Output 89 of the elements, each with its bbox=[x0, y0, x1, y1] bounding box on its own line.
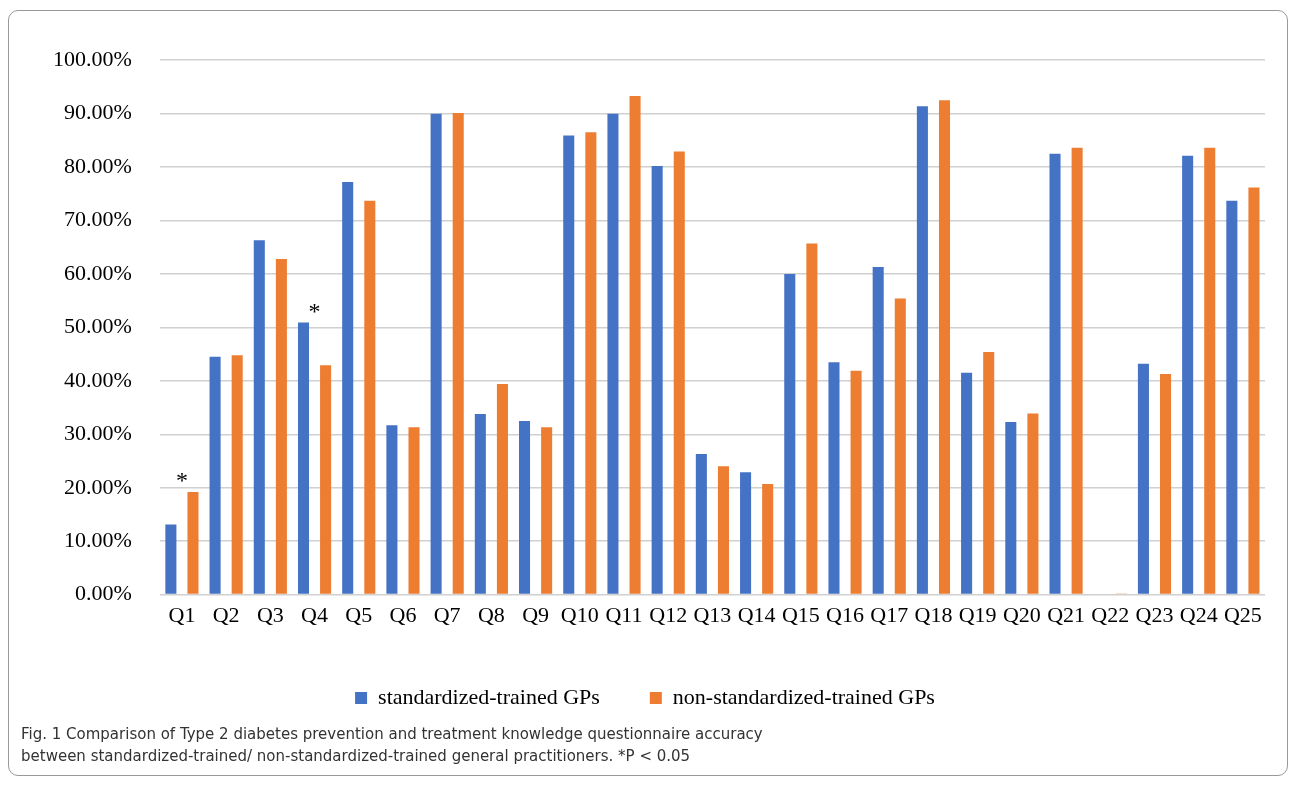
x-tick-label: Q4 bbox=[301, 601, 328, 627]
bar bbox=[297, 322, 310, 594]
x-tick-label: Q2 bbox=[212, 601, 240, 627]
y-tick-label: 70.00% bbox=[64, 206, 132, 232]
x-tick-label: Q8 bbox=[477, 601, 505, 627]
y-tick-label: 40.00% bbox=[64, 366, 132, 392]
bar bbox=[430, 113, 442, 594]
x-tick-label: Q24 bbox=[1179, 601, 1218, 627]
bar bbox=[1049, 153, 1061, 594]
bar bbox=[408, 427, 420, 594]
bar bbox=[364, 200, 376, 594]
x-tick-label: Q21 bbox=[1047, 601, 1086, 627]
x-tick-label: Q1 bbox=[168, 601, 196, 627]
bar bbox=[828, 362, 840, 594]
bar bbox=[165, 524, 177, 594]
x-tick-label: Q11 bbox=[605, 601, 643, 627]
y-tick-label: 90.00% bbox=[64, 99, 132, 125]
bar bbox=[496, 384, 508, 594]
bar bbox=[1248, 187, 1260, 594]
bar bbox=[938, 100, 951, 594]
bar bbox=[894, 298, 906, 594]
bar bbox=[717, 466, 729, 594]
bar bbox=[1137, 363, 1149, 594]
x-tick-label: Q5 bbox=[345, 601, 373, 627]
bar bbox=[563, 135, 575, 594]
x-tick-label: Q23 bbox=[1135, 601, 1174, 627]
bar bbox=[386, 425, 398, 594]
y-tick-label: 80.00% bbox=[64, 152, 132, 178]
bar bbox=[1005, 421, 1017, 594]
bar bbox=[1160, 373, 1172, 594]
bar bbox=[519, 420, 531, 594]
x-tick-label: Q16 bbox=[826, 601, 864, 627]
x-tick-label: Q22 bbox=[1091, 601, 1130, 627]
bar bbox=[342, 182, 354, 594]
bar bbox=[916, 106, 928, 594]
x-tick-label: Q25 bbox=[1223, 601, 1262, 627]
bar bbox=[695, 454, 707, 594]
bar bbox=[452, 113, 464, 594]
annotation: * bbox=[175, 467, 188, 493]
bar bbox=[872, 267, 884, 594]
x-tick-label: Q18 bbox=[914, 601, 953, 627]
bar bbox=[740, 472, 752, 594]
bar bbox=[320, 365, 332, 594]
x-tick-label: Q7 bbox=[433, 601, 461, 627]
x-tick-label: Q14 bbox=[737, 601, 776, 627]
y-tick-label: 100.00% bbox=[53, 45, 132, 71]
y-tick-label: 20.00% bbox=[64, 473, 132, 499]
y-tick-label: 0.00% bbox=[75, 580, 132, 606]
legend-label: standardized-trained GPs bbox=[378, 683, 600, 709]
bar bbox=[1071, 147, 1083, 594]
legend-label: non-standardized-trained GPs bbox=[672, 683, 935, 709]
bar bbox=[651, 166, 663, 594]
bar bbox=[784, 273, 796, 594]
bar bbox=[762, 483, 774, 594]
bar bbox=[607, 113, 619, 594]
y-tick-label: 30.00% bbox=[64, 420, 132, 446]
bar bbox=[1226, 200, 1238, 594]
bar bbox=[541, 427, 553, 594]
x-tick-label: Q19 bbox=[958, 601, 997, 627]
bar bbox=[629, 96, 641, 594]
x-tick-label: Q20 bbox=[1002, 601, 1041, 627]
bar bbox=[253, 240, 265, 594]
x-tick-label: Q13 bbox=[693, 601, 732, 627]
bar bbox=[850, 370, 862, 594]
bar bbox=[231, 355, 243, 594]
x-tick-label: Q3 bbox=[256, 601, 284, 627]
bar bbox=[1204, 147, 1216, 594]
x-tick-label: Q10 bbox=[560, 601, 599, 627]
x-tick-label: Q6 bbox=[389, 601, 417, 627]
bar bbox=[806, 243, 818, 594]
x-tick-label: Q17 bbox=[870, 601, 909, 627]
annotation: * bbox=[308, 297, 321, 324]
bar bbox=[275, 259, 287, 594]
bar bbox=[961, 372, 973, 594]
bar bbox=[1182, 155, 1194, 594]
x-tick-label: Q12 bbox=[649, 601, 688, 627]
x-tick-label: Q9 bbox=[522, 601, 550, 627]
bar bbox=[983, 351, 995, 594]
bar bbox=[585, 132, 597, 594]
y-tick-label: 50.00% bbox=[64, 313, 132, 339]
bar bbox=[209, 356, 221, 594]
bar bbox=[673, 151, 685, 594]
y-tick-label: 10.00% bbox=[64, 526, 132, 552]
x-tick-label: Q15 bbox=[781, 601, 820, 627]
caption: Fig. 1 Comparison of Type 2 diabetes prevention and treatment knowledge questionnaire accuracy between standardized-trained/ non-standardized-trained general practitioners. *P < 0.05 bbox=[21, 724, 764, 767]
bar bbox=[1027, 413, 1039, 594]
y-tick-label: 60.00% bbox=[64, 259, 132, 285]
bar bbox=[187, 492, 199, 594]
bar bbox=[474, 413, 486, 594]
